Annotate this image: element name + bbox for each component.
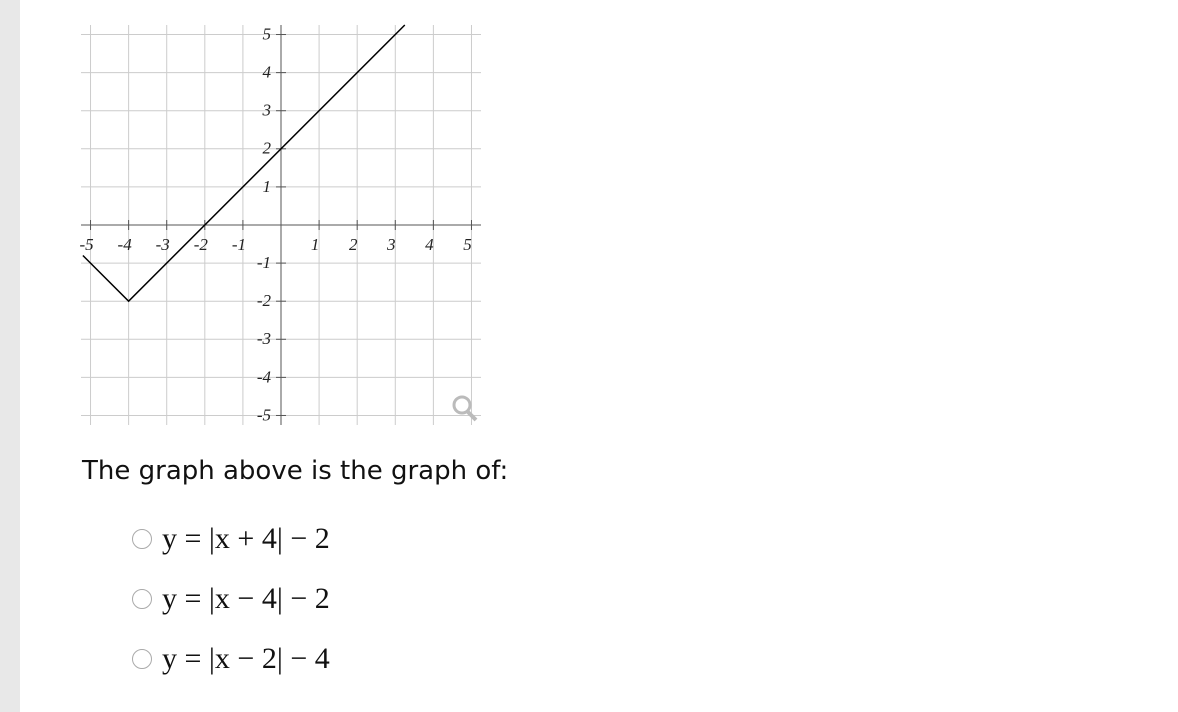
zoom-icon[interactable] [452,395,478,422]
y-tick-label: 2 [263,139,272,158]
y-tick-label: -1 [257,253,271,272]
x-tick-label: -3 [156,235,170,254]
option-text: y = |x + 4| − 2 [162,522,330,555]
radio-button[interactable] [132,529,152,549]
y-tick-label: 4 [263,63,272,82]
radio-button[interactable] [132,649,152,669]
x-tick-label: 3 [386,235,396,254]
side-bar [0,0,20,712]
x-tick-label: 2 [349,235,358,254]
question: The graph above is the graph of: [82,456,509,486]
option[interactable]: y = |x − 4| − 2 [132,582,330,616]
x-tick-label: -4 [118,235,133,254]
x-tick-label: 1 [311,235,320,254]
option[interactable]: y = |x − 2| − 4 [132,642,330,676]
y-tick-label: 1 [263,177,272,196]
y-tick-label: -5 [257,405,271,424]
y-tick-label: 5 [263,24,272,43]
option[interactable]: y = |x + 4| − 2 [132,522,330,556]
option-text: y = |x − 2| − 4 [162,642,330,675]
graph-line [82,24,406,303]
y-tick-label: -2 [257,291,272,310]
x-tick-label: -5 [79,235,93,254]
x-tick-label: -1 [232,235,246,254]
y-tick-label: -4 [257,367,272,386]
option-text: y = |x − 4| − 2 [162,582,330,615]
x-tick-label: -2 [194,235,209,254]
y-tick-label: 3 [262,101,272,120]
x-tick-label: 4 [425,235,434,254]
radio-button[interactable] [132,589,152,609]
x-tick-label: 5 [463,235,472,254]
y-tick-label: -3 [257,329,271,348]
graph: -5 -4 -3 -2 -1 1 2 3 4 5 -5 -4 -3 -2 -1 1 2 3 4 5 [79,24,481,425]
